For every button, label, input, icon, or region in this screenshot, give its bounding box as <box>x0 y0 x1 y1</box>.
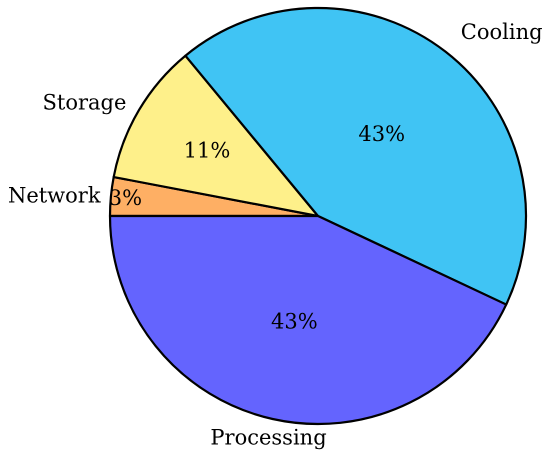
pct-label-cooling: 43% <box>358 122 405 146</box>
slice-storage <box>112 54 320 218</box>
category-label-network: Network <box>8 183 101 207</box>
pct-label-processing: 43% <box>271 310 318 334</box>
slice-cooling <box>184 6 528 306</box>
pie-slices <box>108 6 528 426</box>
category-label-storage: Storage <box>43 91 127 115</box>
slice-processing <box>108 214 508 426</box>
percent-labels: 3% 11% 43% 43% <box>109 122 405 334</box>
category-label-processing: Processing <box>210 425 326 449</box>
pct-label-network: 3% <box>109 186 142 210</box>
category-label-cooling: Cooling <box>461 20 543 44</box>
category-labels: Network Storage Cooling Processing <box>8 20 543 449</box>
pct-label-storage: 11% <box>184 138 231 162</box>
